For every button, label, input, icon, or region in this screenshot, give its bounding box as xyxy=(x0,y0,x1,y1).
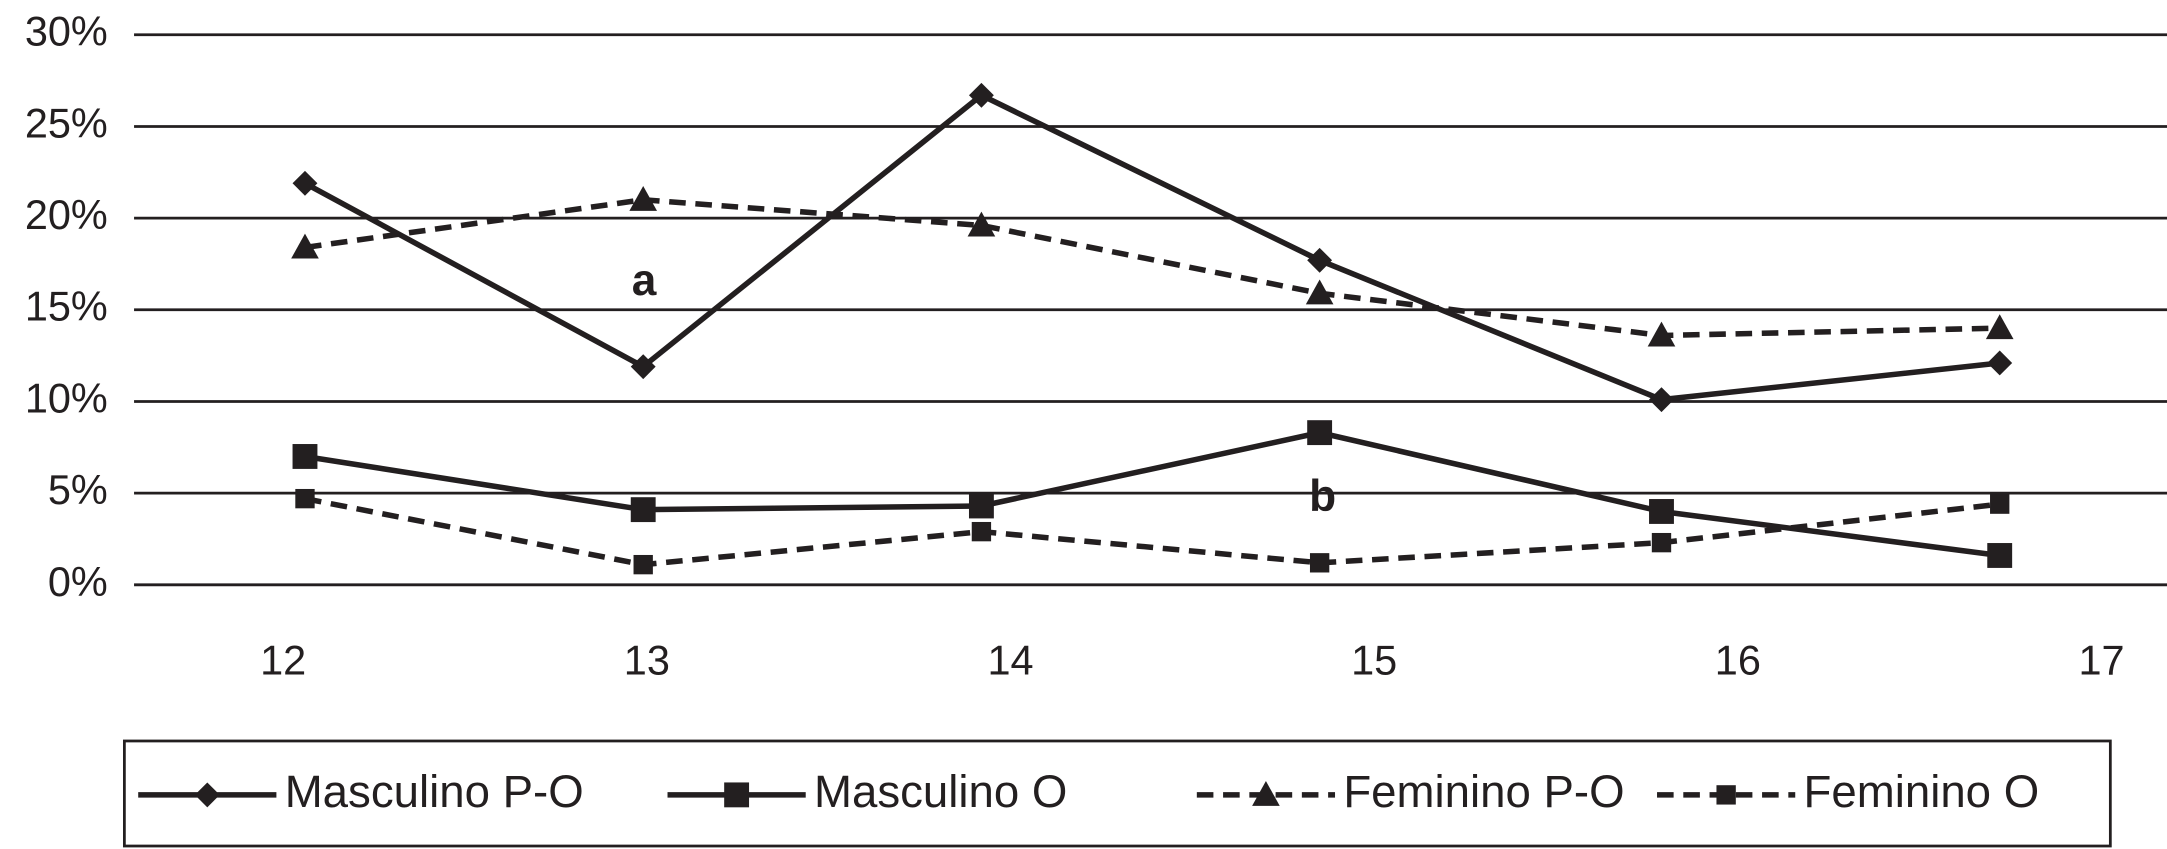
marker xyxy=(629,185,658,211)
marker xyxy=(968,82,994,108)
marker xyxy=(1716,785,1736,805)
marker xyxy=(1309,553,1330,573)
x-tick-label: 13 xyxy=(624,637,670,684)
legend: Masculino P-O Masculino O Feminino P-O Femi… xyxy=(138,766,2039,817)
annotation: b xyxy=(1309,472,1336,521)
legend-label: Masculino O xyxy=(814,766,1067,817)
marker xyxy=(1985,314,2014,340)
marker xyxy=(292,444,318,469)
y-tick-label: 30% xyxy=(25,8,108,55)
series-line xyxy=(303,92,2001,403)
series-line xyxy=(304,495,2001,568)
series-line xyxy=(304,197,2000,339)
marker xyxy=(1252,781,1280,806)
marker xyxy=(630,354,656,380)
marker xyxy=(967,211,996,237)
y-tick-label: 0% xyxy=(48,558,108,605)
legend-label: Masculino P-O xyxy=(285,766,584,817)
marker xyxy=(968,493,994,519)
y-tick-label: 10% xyxy=(25,374,108,421)
marker xyxy=(1649,387,1674,413)
marker xyxy=(1305,279,1334,305)
y-tick-label: 15% xyxy=(25,283,108,330)
legend-box xyxy=(122,739,2112,848)
marker xyxy=(630,497,656,523)
legend-label: Feminino P-O xyxy=(1343,766,1624,817)
marker xyxy=(1649,499,1674,524)
x-tick-label: 12 xyxy=(260,637,306,684)
x-tick-label: 14 xyxy=(987,637,1033,684)
marker xyxy=(1990,494,2010,514)
marker xyxy=(194,782,220,808)
marker xyxy=(292,170,318,196)
y-tick-label: 20% xyxy=(25,191,108,238)
marker xyxy=(633,554,653,575)
x-tick-label: 16 xyxy=(1715,637,1761,684)
marker xyxy=(291,233,319,259)
x-tick-label: 17 xyxy=(2078,637,2124,684)
marker xyxy=(971,521,992,542)
marker xyxy=(1987,543,2013,568)
x-tick-label: 15 xyxy=(1351,637,1397,684)
marker xyxy=(1651,532,1672,553)
y-tick-label: 5% xyxy=(48,466,108,513)
annotation: a xyxy=(632,256,657,305)
marker xyxy=(1987,350,2013,376)
y-tick-label: 25% xyxy=(25,99,108,146)
series-line xyxy=(304,429,2001,559)
marker xyxy=(295,488,315,509)
marker xyxy=(1307,247,1333,273)
marker xyxy=(1307,420,1333,446)
marker xyxy=(1647,321,1676,347)
marker xyxy=(724,782,750,808)
legend-label: Feminino O xyxy=(1804,766,2040,817)
